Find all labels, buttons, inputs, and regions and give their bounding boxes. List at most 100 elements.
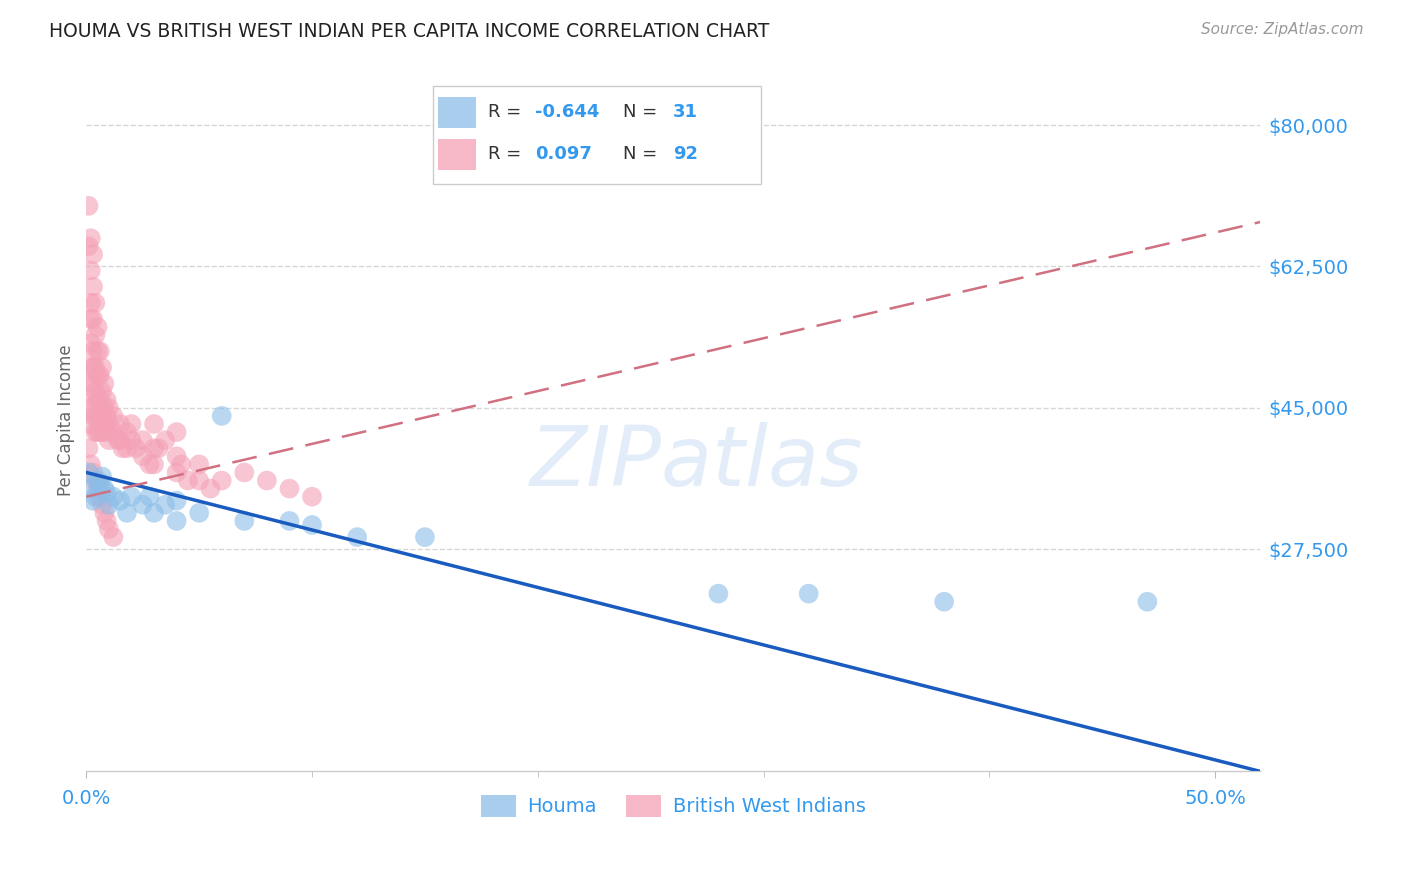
Point — [97, 417, 120, 431]
Point — [84, 490, 107, 504]
Point — [80, 401, 103, 415]
Point — [84, 328, 107, 343]
Point — [89, 477, 111, 491]
Point — [166, 514, 188, 528]
Point — [188, 458, 211, 472]
Point — [91, 384, 114, 399]
Point — [138, 490, 160, 504]
Text: R =: R = — [488, 103, 527, 121]
Point — [84, 295, 107, 310]
Point — [82, 247, 104, 261]
Text: 0.097: 0.097 — [534, 145, 592, 163]
Point — [797, 587, 820, 601]
Point — [200, 482, 222, 496]
Point — [89, 368, 111, 383]
Point — [143, 458, 166, 472]
Point — [86, 344, 108, 359]
Y-axis label: Per Capita Income: Per Capita Income — [58, 344, 75, 496]
Point — [91, 425, 114, 439]
Point — [103, 530, 125, 544]
Point — [120, 417, 142, 431]
Point — [125, 441, 148, 455]
Point — [89, 490, 111, 504]
Point — [82, 279, 104, 293]
Point — [177, 474, 200, 488]
Point — [93, 376, 115, 391]
Point — [89, 344, 111, 359]
Point — [138, 458, 160, 472]
Point — [96, 392, 118, 407]
Point — [170, 458, 193, 472]
Point — [82, 360, 104, 375]
Point — [84, 409, 107, 423]
Point — [934, 595, 956, 609]
Point — [93, 482, 115, 496]
Point — [93, 417, 115, 431]
Point — [82, 344, 104, 359]
Point — [77, 417, 100, 431]
Text: R =: R = — [488, 145, 527, 163]
Text: N =: N = — [623, 145, 662, 163]
Point — [166, 425, 188, 439]
Point — [80, 263, 103, 277]
Point — [84, 474, 107, 488]
Point — [80, 376, 103, 391]
Point — [86, 482, 108, 496]
Point — [115, 425, 138, 439]
Point — [120, 490, 142, 504]
Point — [346, 530, 368, 544]
Point — [233, 514, 256, 528]
Point — [93, 401, 115, 415]
Point — [132, 433, 155, 447]
Point — [188, 474, 211, 488]
Point — [80, 295, 103, 310]
Point — [256, 474, 278, 488]
Point — [86, 392, 108, 407]
Point — [86, 474, 108, 488]
Point — [96, 485, 118, 500]
Point — [89, 425, 111, 439]
Point — [103, 409, 125, 423]
Point — [82, 466, 104, 480]
Point — [97, 498, 120, 512]
Point — [143, 506, 166, 520]
Point — [86, 320, 108, 334]
Point — [82, 409, 104, 423]
Point — [96, 425, 118, 439]
Point — [155, 433, 177, 447]
Point — [89, 409, 111, 423]
Text: Source: ZipAtlas.com: Source: ZipAtlas.com — [1201, 22, 1364, 37]
Point — [166, 466, 188, 480]
Point — [108, 433, 131, 447]
Text: 92: 92 — [673, 145, 699, 163]
Point — [77, 199, 100, 213]
Point — [166, 493, 188, 508]
Point — [97, 401, 120, 415]
Point — [96, 409, 118, 423]
FancyBboxPatch shape — [439, 96, 477, 128]
Point — [80, 231, 103, 245]
Point — [80, 482, 103, 496]
Point — [89, 392, 111, 407]
Point — [96, 514, 118, 528]
Point — [91, 409, 114, 423]
Point — [233, 466, 256, 480]
Text: ZIPatlas: ZIPatlas — [530, 422, 863, 502]
Point — [148, 441, 170, 455]
Point — [77, 441, 100, 455]
Point — [82, 312, 104, 326]
Point — [108, 417, 131, 431]
Point — [86, 368, 108, 383]
Point — [413, 530, 436, 544]
Point — [111, 441, 134, 455]
Point — [278, 514, 301, 528]
Point — [166, 450, 188, 464]
Point — [188, 506, 211, 520]
Point — [86, 409, 108, 423]
Point — [93, 506, 115, 520]
Point — [77, 466, 100, 480]
Point — [84, 425, 107, 439]
Point — [80, 336, 103, 351]
Text: HOUMA VS BRITISH WEST INDIAN PER CAPITA INCOME CORRELATION CHART: HOUMA VS BRITISH WEST INDIAN PER CAPITA … — [49, 22, 769, 41]
Point — [97, 522, 120, 536]
